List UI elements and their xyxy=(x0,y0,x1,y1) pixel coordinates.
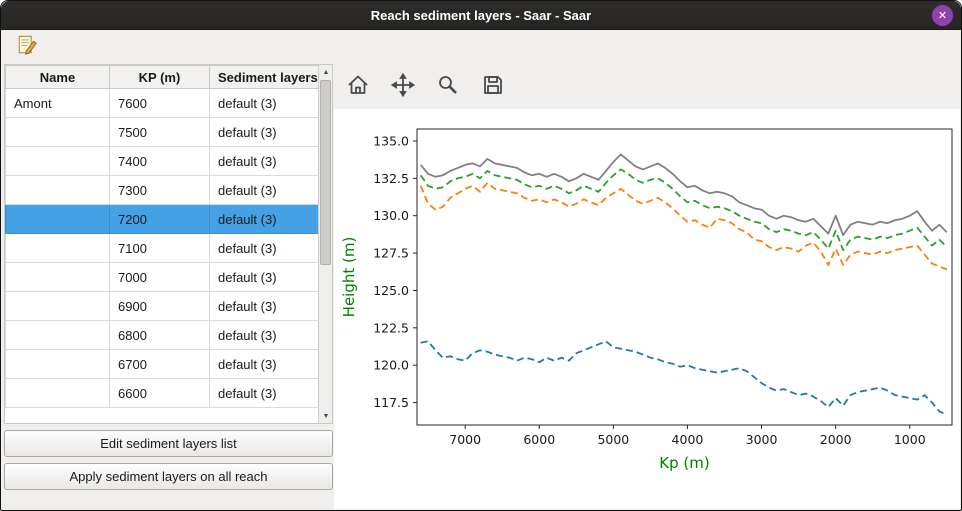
cell-layers[interactable]: default (3) xyxy=(209,175,320,205)
cell-layers[interactable]: default (3) xyxy=(209,233,320,263)
zoom-button[interactable] xyxy=(432,71,464,103)
x-tick-label: 1000 xyxy=(894,432,926,447)
sediment-table-panel: Name KP (m) Sediment layers Amont 7600 def… xyxy=(4,64,333,490)
table-row[interactable]: 7300 default (3) xyxy=(5,175,320,205)
chart-canvas[interactable]: 7000 6000 5000 4000 3000 2000 1000 117.5 120.0 12… xyxy=(334,109,960,509)
scrollbar-thumb[interactable] xyxy=(320,80,331,265)
cell-name[interactable] xyxy=(5,146,110,176)
table-row[interactable]: 7000 default (3) xyxy=(5,262,320,292)
x-tick-label: 6000 xyxy=(523,432,555,447)
table-row[interactable]: 7500 default (3) xyxy=(5,117,320,147)
x-tick-label: 7000 xyxy=(449,432,481,447)
cell-layers[interactable]: default (3) xyxy=(209,262,320,292)
table-row[interactable]: 7400 default (3) xyxy=(5,146,320,176)
y-tick-label: 135.0 xyxy=(373,133,409,148)
table-row[interactable]: 7100 default (3) xyxy=(5,233,320,263)
table-row[interactable]: 6700 default (3) xyxy=(5,349,320,379)
home-icon xyxy=(346,73,370,100)
table-scrollbar[interactable]: ▲ ▼ xyxy=(318,65,332,423)
x-tick-label: 2000 xyxy=(820,432,852,447)
cell-name[interactable] xyxy=(5,233,110,263)
edit-note-icon xyxy=(16,34,38,59)
plot-panel: 7000 6000 5000 4000 3000 2000 1000 117.5 120.0 12… xyxy=(334,64,960,509)
table-body: Amont 7600 default (3) 7500 default (3) 7400 d… xyxy=(5,88,320,408)
edit-sediment-layers-list-button[interactable]: Edit sediment layers list xyxy=(4,430,333,457)
sediment-table: Name KP (m) Sediment layers Amont 7600 def… xyxy=(4,64,333,424)
cell-kp[interactable]: 6800 xyxy=(109,320,210,350)
close-icon: ✕ xyxy=(937,10,948,22)
chart-svg: 7000 6000 5000 4000 3000 2000 1000 117.5 120.0 12… xyxy=(340,128,953,472)
cell-kp[interactable]: 7000 xyxy=(109,262,210,292)
cell-layers[interactable]: default (3) xyxy=(209,291,320,321)
y-tick-label: 125.0 xyxy=(373,283,409,298)
cell-kp[interactable]: 7300 xyxy=(109,175,210,205)
y-tick-label: 132.5 xyxy=(373,171,409,186)
cell-name[interactable]: Amont xyxy=(5,88,110,118)
window-title: Reach sediment layers - Saar - Saar xyxy=(370,7,592,23)
y-tick-label: 127.5 xyxy=(373,246,409,261)
cell-layers[interactable]: default (3) xyxy=(209,320,320,350)
x-tick-label: 5000 xyxy=(597,432,629,447)
pan-button[interactable] xyxy=(387,71,419,103)
home-button[interactable] xyxy=(342,71,374,103)
cell-kp[interactable]: 7100 xyxy=(109,233,210,263)
header-name[interactable]: Name xyxy=(5,65,110,89)
cell-kp[interactable]: 7400 xyxy=(109,146,210,176)
y-tick-label: 120.0 xyxy=(373,358,409,373)
cell-name[interactable] xyxy=(5,320,110,350)
apply-sediment-layers-button[interactable]: Apply sediment layers on all reach xyxy=(4,463,333,490)
y-tick-label: 130.0 xyxy=(373,208,409,223)
titlebar[interactable]: Reach sediment layers - Saar - Saar ✕ xyxy=(1,1,961,30)
x-tick-label: 3000 xyxy=(746,432,778,447)
cell-kp[interactable]: 6900 xyxy=(109,291,210,321)
cell-name[interactable] xyxy=(5,378,110,408)
cell-name[interactable] xyxy=(5,204,110,234)
x-axis-label: Kp (m) xyxy=(659,454,709,472)
series-top-level xyxy=(420,153,948,236)
series-bottom-level xyxy=(420,340,948,416)
y-tick-label: 117.5 xyxy=(373,395,409,410)
x-tick-label: 4000 xyxy=(672,432,704,447)
scroll-down-icon[interactable]: ▼ xyxy=(322,412,330,420)
header-sediment-layers[interactable]: Sediment layers xyxy=(209,65,320,89)
cell-layers[interactable]: default (3) xyxy=(209,204,320,234)
header-kp[interactable]: KP (m) xyxy=(109,65,210,89)
table-row[interactable]: 7200 default (3) xyxy=(5,204,320,234)
cell-name[interactable] xyxy=(5,291,110,321)
series-sediment-layer-2 xyxy=(419,181,948,271)
cell-layers[interactable]: default (3) xyxy=(209,88,320,118)
cell-name[interactable] xyxy=(5,349,110,379)
save-floppy-icon xyxy=(481,73,505,100)
cell-name[interactable] xyxy=(5,175,110,205)
cell-kp[interactable]: 7200 xyxy=(109,204,210,234)
pan-move-icon xyxy=(390,72,416,100)
cell-name[interactable] xyxy=(5,117,110,147)
y-axis-label: Height (m) xyxy=(340,237,358,318)
cell-layers[interactable]: default (3) xyxy=(209,146,320,176)
plot-frame xyxy=(416,128,953,426)
table-row[interactable]: 6900 default (3) xyxy=(5,291,320,321)
table-header-row: Name KP (m) Sediment layers xyxy=(5,65,320,89)
cell-kp[interactable]: 7600 xyxy=(109,88,210,118)
edit-sediment-layers-toolbar-button[interactable] xyxy=(13,34,41,60)
table-row[interactable]: 6800 default (3) xyxy=(5,320,320,350)
cell-kp[interactable]: 6700 xyxy=(109,349,210,379)
app-toolbar xyxy=(1,30,961,63)
close-button[interactable]: ✕ xyxy=(932,5,953,26)
cell-kp[interactable]: 7500 xyxy=(109,117,210,147)
table-row[interactable]: Amont 7600 default (3) xyxy=(5,88,320,118)
cell-name[interactable] xyxy=(5,262,110,292)
y-tick-label: 122.5 xyxy=(373,320,409,335)
plot-toolbar xyxy=(334,64,960,109)
cell-layers[interactable]: default (3) xyxy=(209,117,320,147)
series-sediment-layer-1 xyxy=(419,168,948,252)
cell-layers[interactable]: default (3) xyxy=(209,378,320,408)
cell-kp[interactable]: 6600 xyxy=(109,378,210,408)
cell-layers[interactable]: default (3) xyxy=(209,349,320,379)
table-row[interactable]: 6600 default (3) xyxy=(5,378,320,408)
magnifier-icon xyxy=(436,73,460,100)
scroll-up-icon[interactable]: ▲ xyxy=(322,68,330,76)
save-button[interactable] xyxy=(477,71,509,103)
